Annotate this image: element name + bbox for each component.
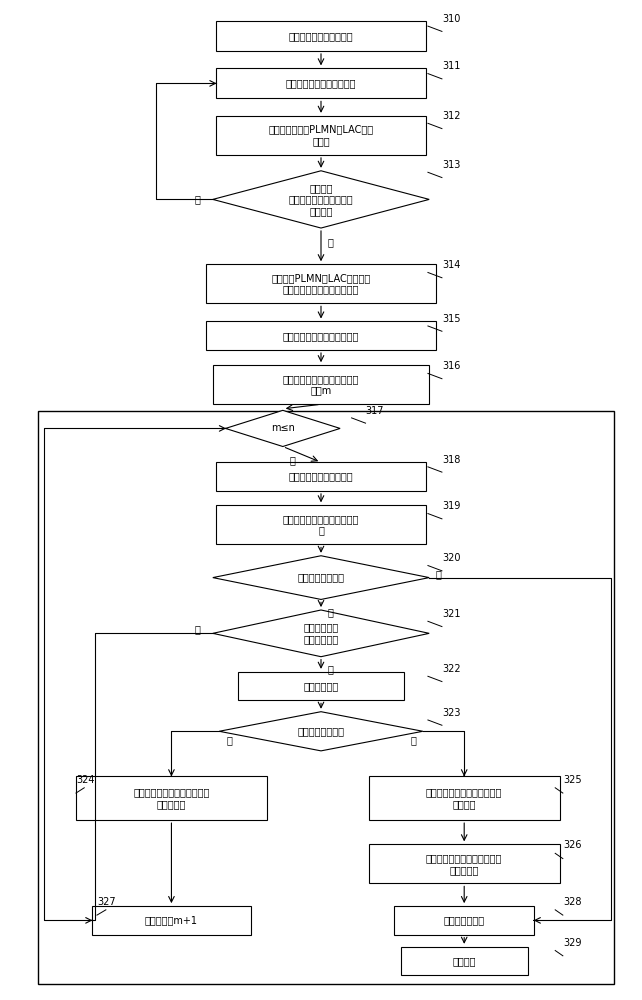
Text: 搜索当前环境周围的小区: 搜索当前环境周围的小区 — [289, 31, 353, 41]
Text: 326: 326 — [563, 840, 582, 850]
Text: 上报结果给用户: 上报结果给用户 — [444, 915, 485, 925]
Text: 是否在预设时
间内收到短信: 是否在预设时 间内收到短信 — [304, 623, 338, 644]
Bar — [401, 947, 528, 975]
Text: 驻留当前疑似伪基站小区: 驻留当前疑似伪基站小区 — [289, 472, 353, 482]
Text: 否: 否 — [327, 237, 333, 247]
Text: 否: 否 — [410, 735, 416, 745]
Text: 判定当前疑似伪基站小区为伪
基站小区: 判定当前疑似伪基站小区为伪 基站小区 — [426, 788, 503, 809]
Text: 是: 是 — [194, 194, 200, 204]
Text: 是: 是 — [327, 607, 333, 617]
Bar — [207, 321, 435, 350]
Text: 328: 328 — [563, 897, 582, 907]
Text: 终端发起呼叫: 终端发起呼叫 — [304, 681, 338, 691]
Bar — [76, 776, 267, 820]
Bar — [369, 844, 560, 883]
Text: 311: 311 — [442, 61, 460, 71]
Text: 终端呼叫是否成功: 终端呼叫是否成功 — [297, 726, 345, 736]
Text: 318: 318 — [442, 455, 460, 465]
Text: 将小区索引m+1: 将小区索引m+1 — [145, 915, 198, 925]
Text: 否: 否 — [435, 569, 442, 579]
Text: 310: 310 — [442, 14, 460, 24]
Bar — [213, 365, 429, 404]
Bar — [216, 68, 426, 98]
Text: 向当前疑似伪基站小区发起注
册: 向当前疑似伪基站小区发起注 册 — [283, 514, 359, 536]
Text: 313: 313 — [442, 160, 460, 170]
Polygon shape — [213, 171, 429, 228]
Text: 用户处理: 用户处理 — [453, 956, 476, 966]
Bar — [369, 776, 560, 820]
Polygon shape — [213, 556, 429, 599]
Text: 312: 312 — [442, 111, 460, 121]
Text: 终端注册是否成功: 终端注册是否成功 — [297, 573, 345, 583]
Text: 保存读到小区的PLMN、LAC和重
选参数: 保存读到小区的PLMN、LAC和重 选参数 — [268, 125, 374, 146]
Text: 初始化疑似伪基站小区的小区
索引m: 初始化疑似伪基站小区的小区 索引m — [283, 374, 359, 396]
Text: 323: 323 — [442, 708, 460, 718]
Text: 将当前伪基站小区记录到伪基
站小区列表: 将当前伪基站小区记录到伪基 站小区列表 — [426, 853, 503, 875]
Text: 329: 329 — [563, 938, 582, 948]
Text: 322: 322 — [442, 664, 460, 674]
Bar — [92, 906, 251, 935]
Text: 316: 316 — [442, 361, 460, 371]
Text: 是: 是 — [327, 664, 333, 674]
Text: 是: 是 — [226, 735, 232, 745]
Polygon shape — [225, 410, 340, 447]
Text: 否: 否 — [194, 625, 200, 635]
Bar — [216, 462, 426, 491]
Text: 314: 314 — [442, 260, 460, 270]
Text: m≤n: m≤n — [271, 423, 295, 433]
Text: 325: 325 — [563, 775, 582, 785]
Bar — [38, 411, 614, 984]
Text: 判定当前疑似伪基站小区为非
伪基站小区: 判定当前疑似伪基站小区为非 伪基站小区 — [134, 788, 210, 809]
Bar — [216, 505, 426, 544]
Bar — [216, 116, 426, 155]
Polygon shape — [213, 610, 429, 657]
Polygon shape — [219, 712, 423, 751]
Text: 327: 327 — [97, 897, 116, 907]
Bar — [394, 906, 534, 935]
Text: 319: 319 — [442, 501, 460, 511]
Bar — [238, 672, 404, 700]
Text: 重新排列疑似伪基站小区列表: 重新排列疑似伪基站小区列表 — [283, 331, 359, 341]
Bar — [216, 21, 426, 51]
Text: 提取同一PLMN下LAC唯一的小
区，建立疑似伪基站小区列表: 提取同一PLMN下LAC唯一的小 区，建立疑似伪基站小区列表 — [272, 273, 370, 295]
Text: 读取有信号小区的系统消息: 读取有信号小区的系统消息 — [286, 78, 356, 88]
Bar — [207, 264, 435, 303]
Text: 324: 324 — [76, 775, 94, 785]
Text: 320: 320 — [442, 553, 460, 563]
Text: 315: 315 — [442, 314, 460, 324]
Text: 判断是否
还有未读取系统消息的有
信号小区: 判断是否 还有未读取系统消息的有 信号小区 — [289, 183, 353, 216]
Text: 是: 是 — [289, 456, 295, 466]
Text: 317: 317 — [365, 406, 384, 416]
Text: 321: 321 — [442, 609, 460, 619]
